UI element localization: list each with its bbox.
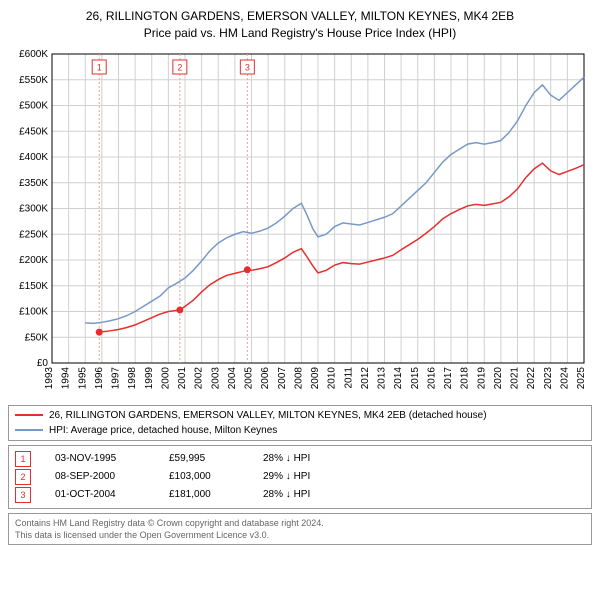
svg-text:£50K: £50K [25, 332, 49, 343]
legend-item: 26, RILLINGTON GARDENS, EMERSON VALLEY, … [15, 408, 585, 423]
marker-number: 1 [15, 451, 31, 467]
svg-text:2: 2 [177, 62, 182, 72]
svg-text:2019: 2019 [476, 366, 487, 389]
footnote-line-2: This data is licensed under the Open Gov… [15, 529, 585, 541]
title-line-1: 26, RILLINGTON GARDENS, EMERSON VALLEY, … [8, 8, 592, 25]
footnote: Contains HM Land Registry data © Crown c… [8, 513, 592, 545]
marker-diff: 29% ↓ HPI [263, 471, 310, 482]
svg-text:2025: 2025 [576, 366, 587, 389]
legend-swatch [15, 414, 43, 416]
marker-row: 3 01-OCT-2004 £181,000 28% ↓ HPI [15, 486, 585, 504]
chart-area: £0£50K£100K£150K£200K£250K£300K£350K£400… [8, 48, 592, 403]
svg-text:2002: 2002 [194, 366, 205, 389]
svg-text:1997: 1997 [111, 366, 122, 389]
svg-text:2010: 2010 [327, 366, 338, 389]
marker-price: £181,000 [169, 489, 239, 500]
marker-number: 2 [15, 469, 31, 485]
footnote-line-1: Contains HM Land Registry data © Crown c… [15, 517, 585, 529]
svg-text:£450K: £450K [19, 126, 48, 137]
title-line-2: Price paid vs. HM Land Registry's House … [8, 25, 592, 42]
svg-text:2011: 2011 [343, 366, 354, 388]
svg-text:2006: 2006 [260, 366, 271, 389]
marker-date: 03-NOV-1995 [55, 453, 145, 464]
svg-text:2005: 2005 [244, 366, 255, 389]
svg-text:£600K: £600K [19, 49, 48, 60]
svg-text:2004: 2004 [227, 366, 238, 389]
legend-label: 26, RILLINGTON GARDENS, EMERSON VALLEY, … [49, 408, 487, 423]
svg-text:2023: 2023 [543, 366, 554, 389]
svg-text:£250K: £250K [19, 229, 48, 240]
marker-price: £59,995 [169, 453, 239, 464]
svg-text:2001: 2001 [177, 366, 188, 389]
marker-date: 08-SEP-2000 [55, 471, 145, 482]
svg-text:1995: 1995 [77, 366, 88, 389]
marker-date: 01-OCT-2004 [55, 489, 145, 500]
svg-text:£200K: £200K [19, 255, 48, 266]
svg-text:2021: 2021 [510, 366, 521, 389]
svg-text:1996: 1996 [94, 366, 105, 389]
svg-text:1998: 1998 [127, 366, 138, 389]
marker-number: 3 [15, 487, 31, 503]
svg-text:2015: 2015 [410, 366, 421, 389]
svg-text:2012: 2012 [360, 366, 371, 389]
svg-text:1999: 1999 [144, 366, 155, 389]
svg-text:£150K: £150K [19, 280, 48, 291]
svg-text:£350K: £350K [19, 177, 48, 188]
svg-text:£500K: £500K [19, 100, 48, 111]
svg-text:2007: 2007 [277, 366, 288, 389]
price-marker-table: 1 03-NOV-1995 £59,995 28% ↓ HPI 2 08-SEP-2000… [8, 445, 592, 509]
marker-diff: 28% ↓ HPI [263, 489, 310, 500]
svg-text:2016: 2016 [426, 366, 437, 389]
svg-text:1: 1 [97, 62, 102, 72]
line-chart: £0£50K£100K£150K£200K£250K£300K£350K£400… [8, 48, 592, 403]
marker-diff: 28% ↓ HPI [263, 453, 310, 464]
marker-price: £103,000 [169, 471, 239, 482]
marker-row: 1 03-NOV-1995 £59,995 28% ↓ HPI [15, 450, 585, 468]
svg-text:£100K: £100K [19, 306, 48, 317]
legend-item: HPI: Average price, detached house, Milt… [15, 423, 585, 438]
legend-label: HPI: Average price, detached house, Milt… [49, 423, 277, 438]
svg-text:1993: 1993 [44, 366, 55, 389]
svg-text:2008: 2008 [293, 366, 304, 389]
legend-swatch [15, 429, 43, 431]
svg-text:£550K: £550K [19, 74, 48, 85]
svg-text:1994: 1994 [61, 366, 72, 389]
svg-text:2014: 2014 [393, 366, 404, 389]
svg-text:2013: 2013 [377, 366, 388, 389]
svg-text:2024: 2024 [559, 366, 570, 389]
svg-text:2020: 2020 [493, 366, 504, 389]
svg-text:£400K: £400K [19, 152, 48, 163]
legend: 26, RILLINGTON GARDENS, EMERSON VALLEY, … [8, 405, 592, 441]
svg-text:2003: 2003 [210, 366, 221, 389]
marker-row: 2 08-SEP-2000 £103,000 29% ↓ HPI [15, 468, 585, 486]
chart-title: 26, RILLINGTON GARDENS, EMERSON VALLEY, … [8, 8, 592, 42]
svg-text:2017: 2017 [443, 366, 454, 389]
svg-text:2000: 2000 [160, 366, 171, 389]
svg-text:2018: 2018 [460, 366, 471, 389]
svg-text:3: 3 [245, 62, 250, 72]
svg-text:2022: 2022 [526, 366, 537, 389]
svg-text:2009: 2009 [310, 366, 321, 389]
svg-text:£300K: £300K [19, 203, 48, 214]
